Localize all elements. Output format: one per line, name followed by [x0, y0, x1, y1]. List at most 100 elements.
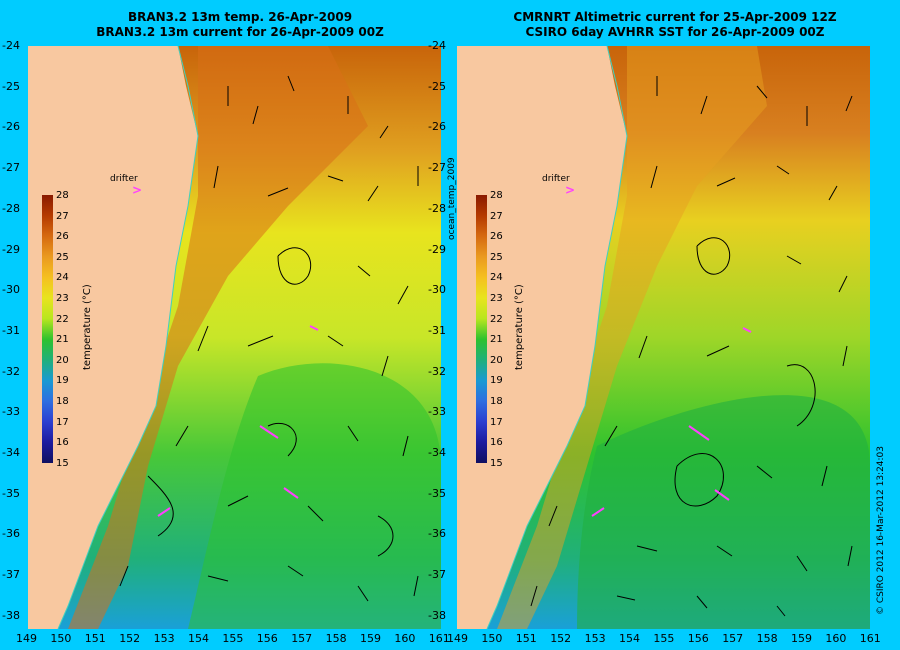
x-tick: 159 — [791, 632, 812, 645]
x-tick: 160 — [394, 632, 416, 645]
shelf-line — [57, 46, 199, 629]
y-tick-left: -32 — [2, 364, 20, 378]
left-title-line2: BRAN3.2 13m current for 26-Apr-2009 00Z — [96, 25, 384, 39]
x-tick: 149 — [447, 632, 468, 645]
x-tick: 160 — [825, 632, 847, 645]
warm-current-core — [68, 46, 368, 629]
left-drifter-label: drifter — [110, 174, 138, 184]
y-tick-mid: -38 — [428, 608, 446, 622]
colorbar-tick: 23 — [490, 293, 503, 304]
colorbar-tick: 15 — [490, 457, 503, 469]
y-tick-mid: -29 — [428, 242, 446, 256]
y-tick-left: -34 — [2, 446, 20, 459]
right-colorbar — [476, 195, 487, 463]
x-tick: 154 — [619, 632, 640, 645]
y-tick-left: -38 — [2, 608, 20, 622]
x-tick: 151 — [515, 632, 537, 645]
y-tick-mid: -26 — [428, 120, 446, 134]
y-tick-mid: -30 — [428, 283, 446, 297]
y-tick-left: -24 — [2, 39, 20, 52]
current-arrows — [119, 75, 419, 602]
x-tick: 155 — [653, 632, 675, 645]
colorbar-tick: 22 — [56, 313, 69, 325]
cool-eddy-left — [188, 363, 441, 629]
colorbar-tick: 15 — [56, 457, 69, 469]
x-tick: 151 — [84, 632, 106, 645]
colorbar-tick: 19 — [56, 375, 69, 387]
warm-current-core — [497, 46, 767, 629]
coastline-land — [28, 46, 198, 629]
colorbar-tick: 17 — [56, 416, 69, 428]
colorbar-tick: 16 — [490, 437, 503, 449]
x-tick: 156 — [256, 632, 278, 645]
colorbar-tick: 25 — [56, 251, 69, 263]
colorbar-tick: 24 — [56, 272, 69, 284]
y-tick-left: -28 — [2, 201, 20, 215]
colorbar-tick: 16 — [56, 437, 69, 449]
colorbar-tick: 20 — [56, 354, 69, 366]
colorbar-tick: 27 — [490, 210, 503, 222]
x-tick: 159 — [360, 632, 381, 645]
x-tick: 152 — [119, 632, 141, 645]
x-tick: 150 — [481, 632, 503, 645]
left-title: BRAN3.2 13m temp. 26-Apr-2009 BRAN3.2 13… — [60, 10, 420, 40]
x-tick: 150 — [50, 632, 72, 645]
current-arrows — [530, 76, 853, 617]
x-tick: 153 — [584, 632, 606, 645]
y-tick-left: -30 — [2, 283, 20, 297]
right-title-line1: CMRNRT Altimetric current for 25-Apr-200… — [513, 10, 837, 24]
x-tick: 149 — [16, 632, 37, 645]
x-tick: 156 — [687, 632, 709, 645]
y-tick-mid: -31 — [428, 323, 446, 337]
x-tick: 155 — [222, 632, 244, 645]
y-tick-left: -31 — [2, 323, 20, 337]
drifter-tracks — [157, 325, 319, 517]
right-map[interactable] — [457, 46, 870, 629]
colorbar-tick: 22 — [490, 313, 503, 325]
y-tick-mid: -37 — [428, 568, 446, 582]
colorbar-tick: 27 — [56, 210, 69, 222]
right-colorbar-label: temperature (°C) — [514, 284, 525, 370]
right-drifter-label: drifter — [542, 174, 570, 184]
y-tick-mid: -28 — [428, 201, 446, 215]
y-tick-mid: -36 — [428, 527, 446, 541]
y-tick-left: -27 — [2, 161, 20, 175]
left-title-line1: BRAN3.2 13m temp. 26-Apr-2009 — [127, 10, 353, 24]
colorbar-tick: 26 — [56, 231, 69, 243]
right-title: CMRNRT Altimetric current for 25-Apr-200… — [480, 10, 870, 40]
colorbar-tick: 21 — [56, 334, 69, 346]
y-tick-left: -26 — [2, 120, 20, 134]
y-tick-left: -25 — [2, 79, 20, 93]
drifter-tracks — [591, 327, 752, 517]
colorbar-tick: 23 — [56, 293, 69, 304]
x-tick: 152 — [550, 632, 572, 645]
right-title-line2: CSIRO 6day AVHRR SST for 26-Apr-2009 00Z — [525, 25, 825, 39]
x-tick: 154 — [188, 632, 209, 645]
x-tick: 158 — [756, 632, 778, 645]
y-tick-left: -37 — [2, 568, 20, 582]
colorbar-tick: 25 — [490, 251, 503, 263]
coastline-land — [457, 46, 627, 629]
colorbar-tick: 18 — [490, 396, 503, 407]
cool-eddy-right — [577, 395, 870, 629]
credit-text: © CSIRO 2012 16-Mar-2012 13:24:03 — [876, 445, 886, 615]
x-tick: 158 — [325, 632, 347, 645]
y-tick-mid: -34 — [428, 446, 446, 459]
left-map[interactable] — [28, 46, 441, 629]
colorbar-tick: 17 — [490, 416, 503, 428]
y-tick-left: -33 — [2, 405, 20, 419]
right-drifter-marker: > — [565, 183, 576, 197]
y-tick-mid: -35 — [428, 486, 446, 500]
left-colorbar-label: temperature (°C) — [82, 284, 93, 370]
y-tick-mid: -24 — [428, 39, 446, 52]
x-tick: 161 — [859, 632, 881, 645]
x-tick: 161 — [428, 632, 450, 645]
shelf-line — [486, 46, 628, 629]
y-tick-left: -35 — [2, 486, 20, 500]
middle-label: ocean_temp_2009 — [447, 157, 457, 240]
colorbar-tick: 21 — [490, 334, 503, 346]
left-drifter-marker: > — [132, 183, 143, 197]
y-tick-mid: -25 — [428, 79, 446, 93]
y-tick-mid: -33 — [428, 405, 446, 419]
x-tick: 153 — [153, 632, 175, 645]
